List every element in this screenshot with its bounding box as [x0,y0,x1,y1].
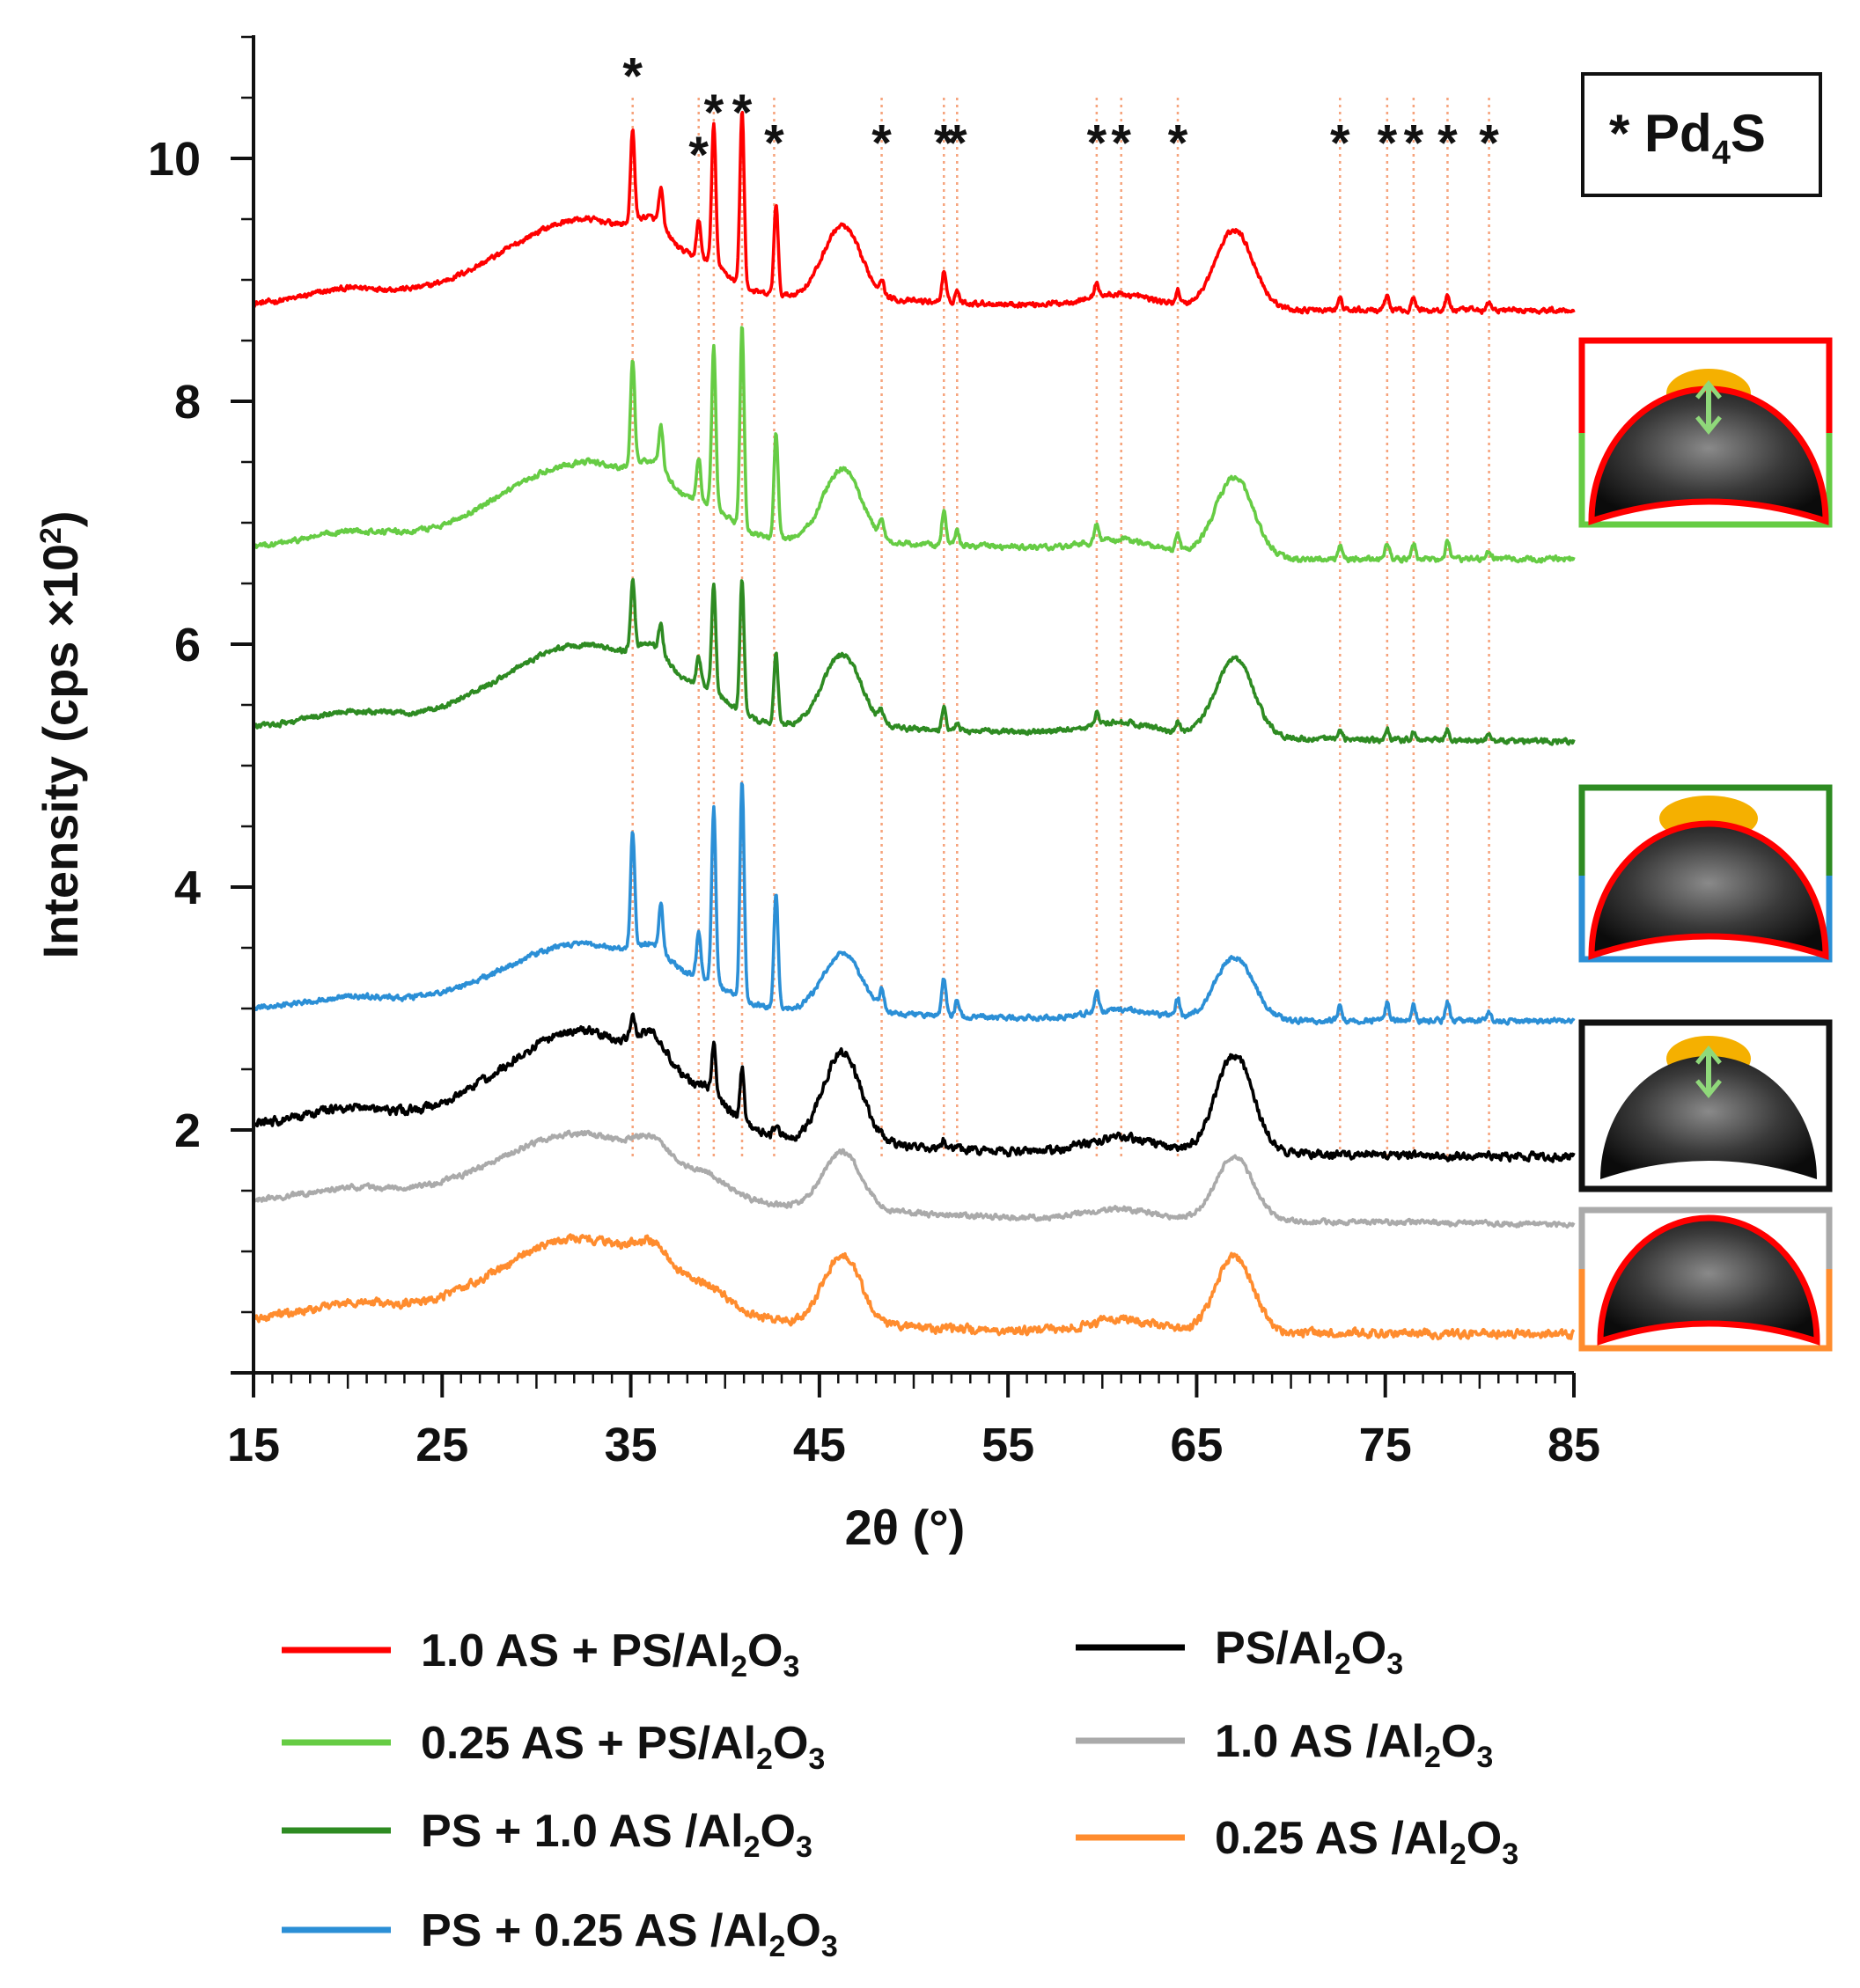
peak-marker: * [732,84,753,142]
peak-marker: * [622,48,643,106]
series-line [252,326,1576,564]
x-tick-label: 65 [1170,1419,1223,1471]
legend-label: 1.0 AS /Al2O3 [1215,1716,1493,1774]
legend-label: 0.25 AS + PS/Al2O3 [421,1718,825,1776]
series-line [252,1129,1576,1229]
series-line [252,111,1576,315]
peak-marker: * [1111,114,1131,172]
peak-marker: * [1479,114,1499,172]
x-tick-label: 45 [793,1419,846,1471]
y-axis-title-superscript: 2 [34,527,68,544]
sphere [1588,385,1829,525]
x-tick-label: 35 [605,1419,658,1471]
peak-marker: * [947,114,967,172]
peak-marker: * [1168,114,1188,172]
series-lines [252,111,1576,1341]
reference-lines [631,98,1490,1161]
x-ticks: 15 25 35 45 55 65 75 85 [227,1373,1600,1471]
peak-marker: * [1437,114,1458,172]
peak-marker: * [704,84,724,142]
legend-label: PS/Al2O3 [1215,1623,1403,1681]
schematic-ps-only [1578,1019,1833,1192]
arrow-head-up-icon [1695,1045,1722,1065]
y-ticks: 2 4 6 8 10 [148,35,254,1375]
arrow-head-down-icon [1695,1079,1722,1098]
schematic-frame-top [1578,337,1833,433]
arrow-head-up-icon [1695,380,1722,400]
phase-key-label: * Pd4S [1609,104,1766,172]
sphere [1600,1056,1817,1179]
x-tick-label: 85 [1548,1419,1600,1471]
sphere [1588,820,1829,960]
schematic-frame-top [1578,1207,1833,1269]
x-tick-label: 25 [415,1419,468,1471]
phase-key: * Pd4S [1581,72,1822,197]
legend-label: 0.25 AS /Al2O3 [1215,1813,1518,1871]
legend-label: PS + 0.25 AS /Al2O3 [421,1905,838,1963]
phase-key-star: * [1609,104,1630,163]
schematic-frame-bottom [1578,1269,1833,1352]
peak-marker: * [1330,114,1350,172]
legend: 1.0 AS + PS/Al2O3 0.25 AS + PS/Al2O3 PS + … [282,1623,1518,1963]
schematic-ps-then-as [1578,784,1833,963]
x-tick-label: 55 [981,1419,1034,1471]
series-line [253,1012,1576,1163]
x-axis-title: 2θ (°) [845,1500,966,1555]
schematic-shell-ps-core-025as [1578,337,1833,528]
peak-marker: * [1087,114,1107,172]
phase-key-suffix: S [1731,104,1766,163]
peak-marker: * [934,114,954,172]
schematic-frame-bottom [1578,876,1833,963]
x-tick-label: 75 [1359,1419,1412,1471]
series-line [252,781,1576,1026]
series-line [252,577,1576,746]
y-axis-title: Intensity (cps ×102) [33,510,88,958]
peak-markers: *** ** * ** * * * * * * * * [622,48,1499,185]
x-tick-label: 15 [227,1419,280,1471]
y-tick-label: 2 [174,1104,201,1157]
legend-label: PS + 1.0 AS /Al2O3 [421,1806,812,1864]
arrow-head-down-icon [1695,415,1722,435]
peak-marker: * [688,127,709,184]
legend-label: 1.0 AS + PS/Al2O3 [421,1625,799,1684]
sphere [1597,1214,1820,1346]
y-tick-label: 6 [174,619,201,671]
schematic-as-only [1578,1207,1833,1352]
series-line [252,1233,1576,1341]
schematic-frame-bottom [1578,433,1833,528]
peak-marker: * [1378,114,1398,172]
y-tick-label: 10 [148,133,201,186]
y-tick-label: 4 [174,862,201,914]
phase-key-element: Pd [1644,104,1712,163]
phase-key-subscript: 4 [1712,135,1731,172]
peak-marker: * [764,114,784,172]
schematic-frame-top [1578,784,1833,876]
peak-marker: * [871,114,892,172]
phase-key-box [1581,72,1822,197]
peak-marker: * [1404,114,1424,172]
y-tick-label: 8 [174,376,201,429]
axes: 15 25 35 45 55 65 75 85 2 4 6 8 10 [148,35,1600,1471]
